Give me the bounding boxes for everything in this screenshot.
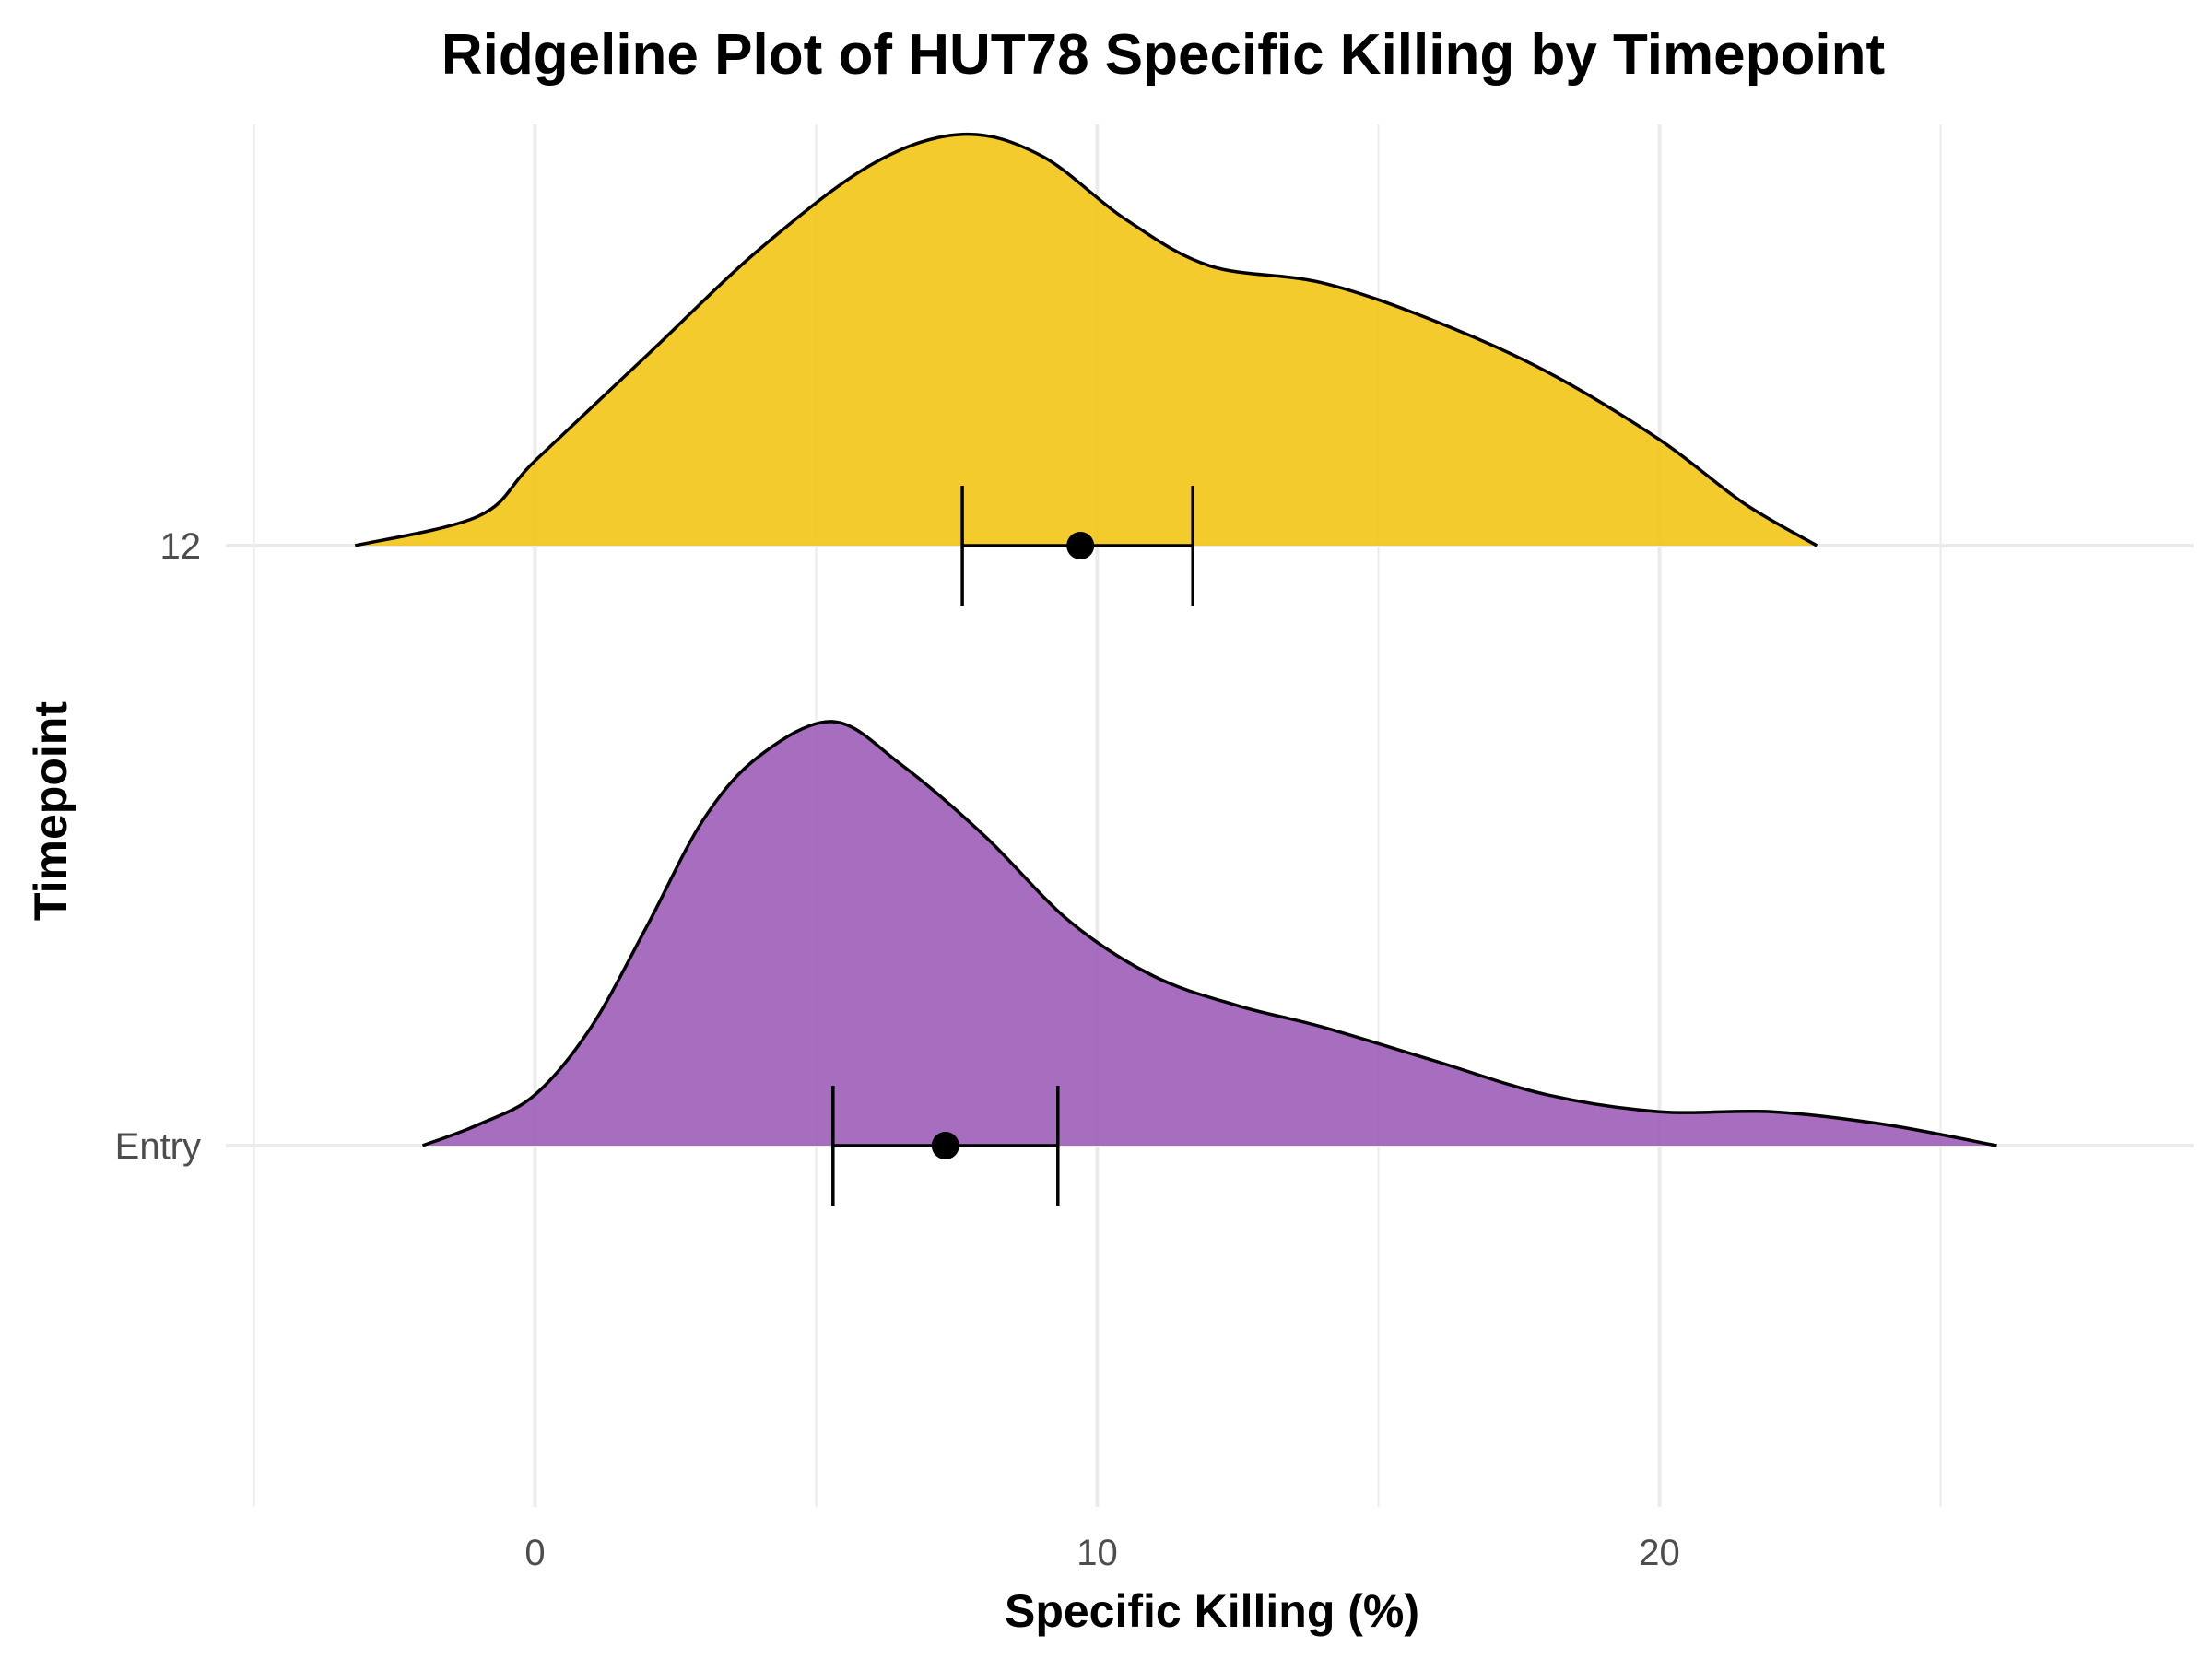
y-tick-labels: Entry 12: [115, 526, 201, 1167]
ridge-fill: [422, 721, 1997, 1146]
y-tick-label: 12: [160, 526, 202, 567]
x-tick-labels: 0 10 20: [524, 1533, 1679, 1573]
x-tick-label: 10: [1077, 1533, 1118, 1573]
x-tick-label: 0: [524, 1533, 545, 1573]
y-tick-label: Entry: [115, 1126, 201, 1167]
mean-point: [931, 1132, 959, 1159]
x-axis-title: Specific Killing (%): [1005, 1585, 1419, 1637]
ridge-fill: [355, 134, 1818, 546]
ridge-outline: [421, 720, 1997, 1147]
x-tick-label: 20: [1639, 1533, 1680, 1573]
ridge-12: [354, 132, 1818, 606]
ridge-outline: [354, 132, 1818, 547]
mean-point: [1066, 532, 1095, 559]
ridges: [354, 132, 1997, 1206]
ridge-entry: [421, 720, 1997, 1206]
y-axis-title: Timepoint: [25, 701, 76, 921]
chart-title: Ridgeline Plot of HUT78 Specific Killing…: [441, 23, 1885, 87]
